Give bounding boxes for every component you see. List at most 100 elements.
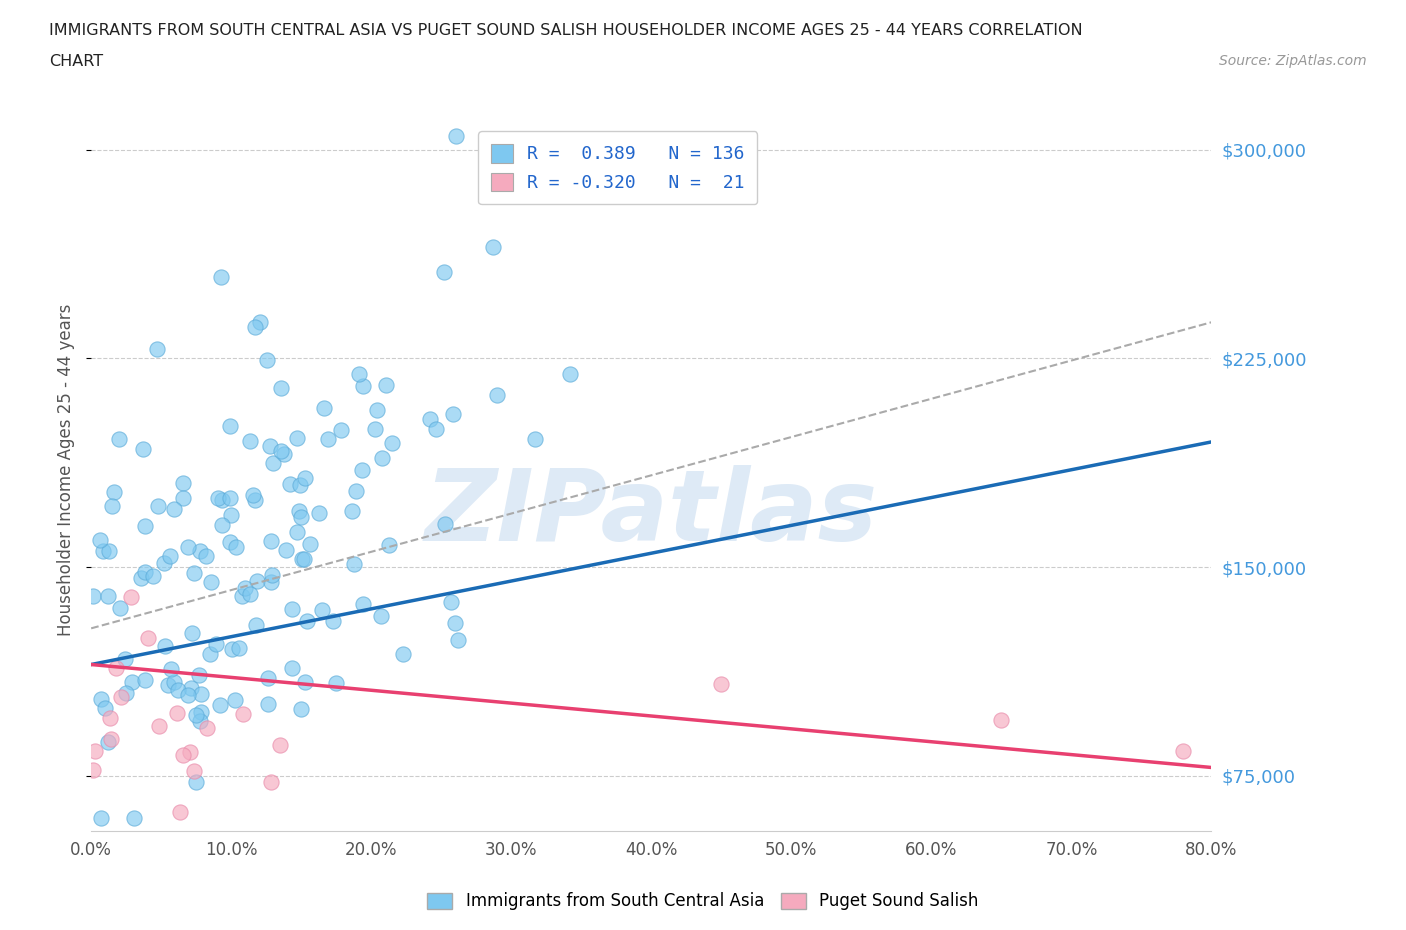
Point [481, 240, 503, 255]
Point [381, 436, 404, 451]
Text: IMMIGRANTS FROM SOUTH CENTRAL ASIA VS PUGET SOUND SALISH HOUSEHOLDER INCOME AGES: IMMIGRANTS FROM SOUTH CENTRAL ASIA VS PU… [49, 23, 1083, 38]
Point [103, 485, 125, 499]
Point [134, 565, 156, 579]
Point [97, 735, 120, 750]
Point [190, 686, 212, 701]
Point [370, 609, 392, 624]
Point [146, 498, 169, 513]
Point [177, 687, 200, 702]
Point [91, 543, 114, 558]
Point [322, 614, 344, 629]
Point [239, 433, 262, 448]
Point [221, 642, 243, 657]
Point [233, 581, 256, 596]
Point [274, 543, 297, 558]
Point [285, 525, 308, 539]
Point [378, 538, 401, 552]
Point [224, 692, 246, 707]
Point [299, 536, 322, 551]
Point [1173, 743, 1195, 758]
Point [260, 567, 283, 582]
Point [207, 491, 229, 506]
Point [184, 708, 207, 723]
Point [101, 499, 124, 514]
Point [211, 492, 233, 507]
Point [316, 432, 339, 447]
Point [273, 446, 295, 461]
Point [90, 692, 112, 707]
Point [153, 638, 176, 653]
Point [363, 422, 385, 437]
Point [107, 432, 129, 446]
Text: ZIPatlas: ZIPatlas [425, 465, 877, 562]
Point [419, 411, 441, 426]
Point [231, 589, 253, 604]
Point [232, 707, 254, 722]
Point [134, 672, 156, 687]
Point [443, 616, 465, 631]
Point [269, 737, 291, 752]
Point [190, 713, 212, 728]
Legend: Immigrants from South Central Asia, Puget Sound Salish: Immigrants from South Central Asia, Puge… [420, 885, 986, 917]
Point [218, 535, 240, 550]
Point [425, 421, 447, 436]
Point [89, 532, 111, 547]
Point [352, 379, 374, 393]
Point [245, 618, 267, 632]
Point [259, 438, 281, 453]
Point [179, 745, 201, 760]
Point [124, 810, 146, 825]
Point [157, 678, 180, 693]
Point [434, 517, 457, 532]
Point [163, 674, 186, 689]
Point [243, 493, 266, 508]
Point [205, 636, 228, 651]
Point [184, 775, 207, 790]
Point [110, 690, 132, 705]
Point [121, 675, 143, 690]
Point [440, 595, 463, 610]
Point [278, 476, 301, 491]
Point [148, 718, 170, 733]
Point [446, 128, 468, 143]
Text: Source: ZipAtlas.com: Source: ZipAtlas.com [1219, 54, 1367, 68]
Point [312, 401, 335, 416]
Point [270, 380, 292, 395]
Point [162, 501, 184, 516]
Point [195, 549, 218, 564]
Point [260, 534, 283, 549]
Point [153, 555, 176, 570]
Point [146, 341, 169, 356]
Point [132, 442, 155, 457]
Point [169, 804, 191, 819]
Point [285, 431, 308, 445]
Point [260, 775, 283, 790]
Point [114, 652, 136, 667]
Point [183, 565, 205, 580]
Point [159, 661, 181, 676]
Point [83, 744, 105, 759]
Point [243, 319, 266, 334]
Point [94, 701, 117, 716]
Point [219, 508, 242, 523]
Point [142, 569, 165, 584]
Point [82, 763, 104, 777]
Point [352, 596, 374, 611]
Point [558, 367, 581, 382]
Point [342, 504, 364, 519]
Point [188, 544, 211, 559]
Text: CHART: CHART [49, 54, 103, 69]
Point [295, 614, 318, 629]
Point [167, 683, 190, 698]
Point [225, 539, 247, 554]
Point [98, 544, 121, 559]
Point [288, 477, 311, 492]
Point [308, 506, 330, 521]
Point [129, 571, 152, 586]
Point [159, 548, 181, 563]
Point [485, 388, 508, 403]
Point [200, 575, 222, 590]
Point [90, 810, 112, 825]
Point [392, 646, 415, 661]
Point [343, 557, 366, 572]
